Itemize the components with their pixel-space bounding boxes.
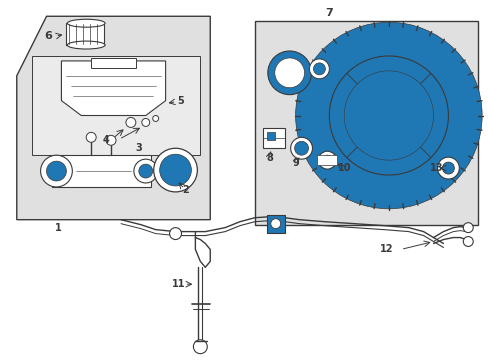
Circle shape: [318, 151, 336, 169]
Circle shape: [46, 161, 66, 181]
Circle shape: [152, 116, 158, 121]
Text: 6: 6: [44, 31, 52, 41]
Text: 13: 13: [429, 163, 442, 173]
Circle shape: [295, 22, 481, 209]
Polygon shape: [17, 16, 210, 220]
Text: 1: 1: [55, 222, 61, 233]
Bar: [263, 129, 284, 148]
Circle shape: [294, 141, 308, 155]
Circle shape: [442, 162, 453, 174]
Circle shape: [328, 56, 447, 175]
Text: 7: 7: [325, 8, 332, 18]
Text: 2: 2: [182, 185, 188, 195]
Circle shape: [313, 63, 325, 75]
Circle shape: [290, 137, 312, 159]
Bar: [266, 215, 284, 233]
Text: 11: 11: [171, 279, 185, 289]
Bar: [66, 23, 104, 45]
Circle shape: [169, 228, 181, 239]
Circle shape: [322, 155, 332, 165]
Text: 10: 10: [337, 163, 350, 173]
Circle shape: [139, 164, 152, 178]
Circle shape: [462, 237, 472, 247]
Text: 5: 5: [177, 96, 183, 105]
Text: 9: 9: [292, 158, 298, 168]
Circle shape: [41, 155, 72, 187]
Ellipse shape: [67, 19, 105, 27]
Text: 12: 12: [379, 244, 393, 255]
Circle shape: [126, 117, 136, 127]
Circle shape: [193, 340, 207, 354]
Bar: [254, 21, 477, 225]
Circle shape: [376, 104, 400, 127]
Circle shape: [134, 159, 157, 183]
Circle shape: [270, 219, 280, 229]
Bar: [51, 155, 150, 187]
Circle shape: [366, 94, 410, 137]
Circle shape: [274, 58, 304, 88]
Bar: [32, 56, 200, 155]
Circle shape: [462, 223, 472, 233]
Circle shape: [344, 71, 433, 160]
Polygon shape: [61, 61, 165, 116]
Circle shape: [299, 26, 477, 205]
Text: 3: 3: [135, 143, 142, 153]
Circle shape: [353, 81, 423, 150]
Text: 8: 8: [266, 153, 273, 163]
Circle shape: [142, 118, 149, 126]
Ellipse shape: [67, 41, 105, 49]
Bar: [91, 58, 136, 68]
Circle shape: [106, 135, 116, 145]
Bar: [317, 155, 337, 165]
Circle shape: [86, 132, 96, 142]
Bar: [266, 132, 274, 140]
Circle shape: [160, 154, 191, 186]
Circle shape: [309, 59, 328, 79]
Circle shape: [267, 51, 311, 95]
Circle shape: [437, 157, 458, 179]
Text: 4: 4: [102, 135, 109, 145]
Circle shape: [153, 148, 197, 192]
